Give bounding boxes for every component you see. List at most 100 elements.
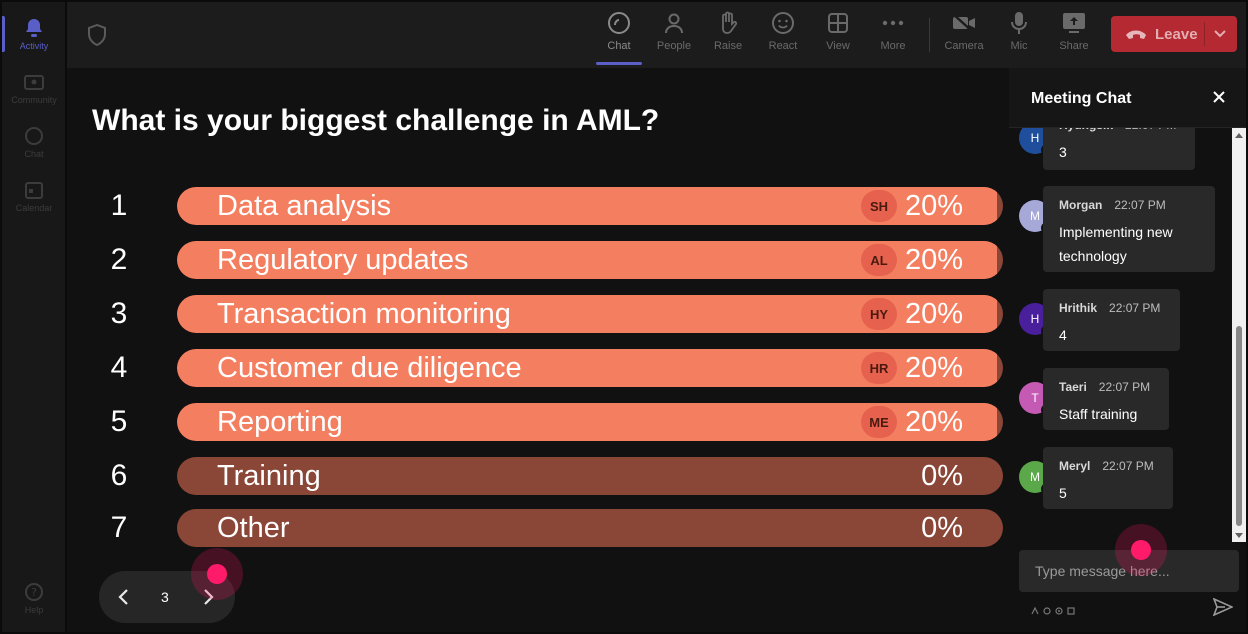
- poll-option-bar: Transaction monitoring HY 20%: [177, 295, 1003, 333]
- toolbar-label: People: [656, 40, 692, 52]
- poll-option-percent: 20%: [904, 190, 963, 222]
- poll-option-label: Other: [217, 512, 290, 544]
- chevron-left-icon[interactable]: [117, 587, 131, 612]
- poll-option-number: 2: [110, 243, 128, 276]
- poll-option-row: 1 Data analysis SH 20%: [67, 186, 1009, 226]
- cursor-indicator: [191, 548, 243, 600]
- gif-icon[interactable]: [1067, 602, 1075, 620]
- message-bubble: Hyungsik 22:07 PM 3: [1043, 128, 1195, 170]
- message-author: Hyungsik: [1059, 128, 1113, 132]
- voter-avatar: HY: [861, 298, 897, 330]
- chat-button[interactable]: Chat: [592, 10, 646, 62]
- cursor-indicator: [1115, 524, 1167, 576]
- message-text: Staff training: [1059, 406, 1138, 422]
- close-icon[interactable]: [1212, 90, 1226, 109]
- meeting-toolbar: Chat People Raise React View More: [67, 2, 1246, 68]
- attach-icon[interactable]: [1043, 602, 1051, 620]
- message-bubble: Hrithik 22:07 PM 4: [1043, 289, 1180, 351]
- message-text: Implementing new technology: [1059, 224, 1173, 264]
- chat-bubble-icon: [606, 10, 632, 36]
- view-button[interactable]: View: [811, 10, 865, 62]
- smiley-icon: [770, 10, 796, 36]
- poll-question: What is your biggest challenge in AML?: [92, 104, 660, 137]
- bell-icon: [23, 18, 45, 38]
- leave-divider: [1204, 22, 1205, 46]
- poll-option-row: 6 Training 0%: [67, 456, 1009, 496]
- more-dots-icon: [880, 10, 906, 36]
- share-button[interactable]: Share: [1047, 10, 1101, 62]
- poll-option-percent: 20%: [904, 244, 963, 276]
- voter-avatar: HR: [861, 352, 897, 384]
- share-screen-icon: [1061, 10, 1087, 36]
- poll-option-label: Training: [217, 460, 321, 492]
- mic-button[interactable]: Mic: [992, 10, 1046, 62]
- rail-label: Calendar: [15, 202, 53, 213]
- chat-title: Meeting Chat: [1031, 90, 1132, 107]
- rail-item-calendar[interactable]: Calendar: [2, 170, 66, 222]
- message-time: 22:07 PM: [1098, 380, 1151, 394]
- message-bubble: Meryl 22:07 PM 5: [1043, 447, 1173, 509]
- rail-label: Activity: [19, 40, 49, 51]
- rail-item-community[interactable]: Community: [2, 62, 66, 114]
- rail-label: Community: [11, 94, 57, 105]
- send-icon[interactable]: [1212, 597, 1234, 621]
- microphone-icon: [1006, 10, 1032, 36]
- message-bubble: Taeri 22:07 PM Staff training: [1043, 368, 1169, 430]
- avatar-initial: M: [1030, 470, 1040, 484]
- poll-option-row: 5 Reporting ME 20%: [67, 402, 1009, 442]
- leave-label: Leave: [1155, 25, 1198, 43]
- camera-off-icon: [951, 10, 977, 36]
- poll-option-number: 4: [110, 351, 128, 384]
- scrollbar-thumb[interactable]: [1236, 326, 1242, 526]
- hand-icon: [715, 10, 741, 36]
- poll-option-fill: [177, 349, 998, 387]
- chat-icon: [23, 126, 45, 146]
- voter-avatar: AL: [861, 244, 897, 276]
- react-button[interactable]: React: [756, 10, 810, 62]
- message-bubble: Morgan 22:07 PM Implementing new technolog…: [1043, 186, 1215, 272]
- toolbar-label: Camera: [944, 40, 984, 52]
- toolbar-label: React: [768, 40, 798, 52]
- more-button[interactable]: More: [866, 10, 920, 62]
- rail-item-chat[interactable]: Chat: [2, 116, 66, 168]
- chat-messages[interactable]: H Hyungsik 22:07 PM 3 M Morgan 22:07 PM Impleme…: [1009, 128, 1246, 542]
- page-number: 3: [161, 589, 169, 605]
- community-icon: [23, 72, 45, 92]
- poll-option-percent: 20%: [904, 298, 963, 330]
- avatar-initial: M: [1030, 209, 1040, 223]
- poll-option-label: Customer due diligence: [217, 352, 522, 384]
- chat-message-input[interactable]: [1019, 550, 1239, 592]
- shield-icon: [87, 23, 107, 47]
- poll-option-fill: [177, 403, 998, 441]
- rail-item-activity[interactable]: Activity: [2, 8, 66, 60]
- leave-button[interactable]: Leave: [1111, 16, 1237, 52]
- chat-scrollbar[interactable]: [1232, 128, 1246, 542]
- poll-option-label: Data analysis: [217, 190, 392, 222]
- emoji-icon[interactable]: [1055, 602, 1063, 620]
- raise-hand-button[interactable]: Raise: [701, 10, 755, 62]
- chevron-down-icon[interactable]: [1213, 26, 1227, 45]
- help-icon: ?: [23, 582, 45, 602]
- scroll-down-icon[interactable]: [1235, 533, 1243, 538]
- people-button[interactable]: People: [647, 10, 701, 62]
- poll-option-row: 7 Other 0%: [67, 508, 1009, 548]
- poll-option-percent: 0%: [921, 512, 963, 544]
- poll-option-number: 5: [110, 405, 128, 438]
- poll-option-bar: Regulatory updates AL 20%: [177, 241, 1003, 279]
- poll-option-bar: Data analysis SH 20%: [177, 187, 1003, 225]
- scroll-up-icon[interactable]: [1235, 133, 1243, 138]
- camera-button[interactable]: Camera: [937, 10, 991, 62]
- rail-label: Chat: [24, 148, 44, 159]
- poll-option-fill: [177, 295, 998, 333]
- poll-option-bar: Training 0%: [177, 457, 1003, 495]
- poll-option-label: Regulatory updates: [217, 244, 469, 276]
- avatar-initial: T: [1031, 391, 1039, 405]
- voter-avatar: SH: [861, 190, 897, 222]
- format-icon[interactable]: [1031, 602, 1039, 620]
- poll-option-percent: 20%: [904, 352, 963, 384]
- poll-option-percent: 0%: [921, 460, 963, 492]
- avatar-initial: H: [1030, 312, 1040, 326]
- rail-item-help[interactable]: ? Help: [2, 572, 66, 624]
- chevron-right-icon[interactable]: [201, 587, 215, 612]
- message-time: 22:07 PM: [1109, 301, 1161, 315]
